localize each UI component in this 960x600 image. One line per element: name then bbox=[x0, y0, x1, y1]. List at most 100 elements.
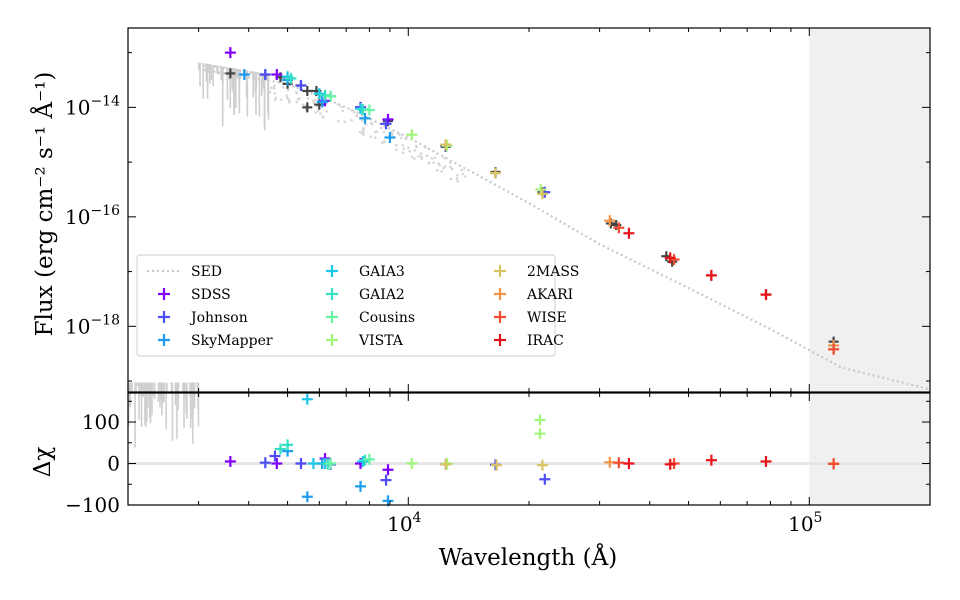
residual-point-vista bbox=[534, 428, 546, 440]
sed-feature bbox=[417, 155, 420, 158]
residual-point-gaia3 bbox=[301, 393, 313, 405]
model-flux-point bbox=[302, 85, 313, 96]
residual-point-wise bbox=[613, 457, 625, 469]
legend-label: SDSS bbox=[191, 287, 231, 303]
legend-swatch bbox=[158, 311, 170, 323]
sed-feature bbox=[268, 90, 272, 94]
flux-point-wise bbox=[828, 343, 840, 355]
sed-feature bbox=[443, 165, 447, 168]
top-x-ticks bbox=[127, 28, 931, 392]
sed-feature bbox=[407, 146, 410, 150]
bottom-shaded-region bbox=[809, 393, 930, 505]
sed-feature bbox=[281, 86, 285, 89]
sed-feature bbox=[364, 123, 368, 127]
sed-feature bbox=[316, 109, 320, 112]
flux-point-skymapper bbox=[238, 69, 250, 81]
flux-point-sdss bbox=[224, 47, 236, 59]
flux-point-gaia2 bbox=[285, 72, 297, 84]
flux-point-cousins bbox=[325, 90, 337, 102]
sed-feature bbox=[405, 135, 409, 139]
sed-feature bbox=[314, 98, 317, 102]
residual-point-gaia3 bbox=[307, 458, 319, 470]
sed-feature bbox=[380, 141, 384, 145]
legend-label: Johnson bbox=[189, 310, 248, 326]
legend-label: SED bbox=[191, 264, 222, 280]
y-tick-label: 0 bbox=[107, 452, 120, 476]
residual-point-johnson bbox=[295, 458, 307, 470]
flux-point-sdss bbox=[271, 69, 283, 81]
sed-feature bbox=[435, 152, 439, 156]
sed-feature bbox=[430, 157, 434, 160]
flux-point-wise bbox=[613, 222, 625, 234]
sed-feature bbox=[286, 88, 290, 92]
sed-feature bbox=[398, 133, 401, 136]
residual-point-johnson bbox=[380, 474, 392, 486]
top-shaded-region bbox=[809, 28, 930, 392]
flux-point-vista bbox=[406, 129, 418, 141]
sed-feature bbox=[461, 172, 465, 176]
sed-feature bbox=[273, 84, 276, 88]
model-flux-point bbox=[302, 102, 313, 113]
legend-entry-wise: WISE bbox=[494, 310, 567, 326]
y-tick-label: 10−18 bbox=[65, 312, 120, 338]
legend-swatch bbox=[494, 288, 506, 300]
legend-swatch bbox=[326, 265, 338, 277]
sed-feature bbox=[279, 98, 283, 101]
legend-swatch bbox=[158, 288, 170, 300]
sed-feature bbox=[358, 130, 362, 134]
legend-entry-sdss: SDSS bbox=[158, 287, 231, 303]
sed-feature bbox=[337, 119, 340, 123]
residual-point-cousins bbox=[363, 453, 375, 465]
sed-feature bbox=[413, 149, 417, 152]
sed-feature bbox=[410, 155, 414, 159]
sed-feature bbox=[424, 146, 427, 149]
residual-point-sdss bbox=[224, 455, 236, 467]
legend-entry-gaia2: GAIA2 bbox=[326, 287, 405, 303]
legend-label: IRAC bbox=[527, 333, 564, 349]
top-data-layer bbox=[224, 47, 840, 355]
sed-feature bbox=[314, 111, 318, 114]
sed-feature bbox=[390, 133, 394, 136]
legend-label: AKARI bbox=[526, 287, 573, 303]
legend-entry-vista: VISTA bbox=[326, 333, 404, 349]
sed-feature bbox=[273, 92, 277, 95]
legend-swatch bbox=[326, 288, 338, 300]
sed-feature bbox=[463, 175, 467, 178]
legend: SED SDSS Johnson SkyMapper GAIA3 GAIA2 Cousins… bbox=[136, 254, 579, 357]
sed-feature bbox=[440, 170, 443, 173]
sed-feature bbox=[336, 103, 340, 106]
residual-point-gaia2 bbox=[282, 439, 294, 451]
sed-feature bbox=[432, 161, 435, 164]
sed-feature bbox=[379, 126, 383, 130]
residual-point-irac bbox=[664, 458, 676, 470]
residual-point-johnson bbox=[259, 457, 271, 469]
residual-point-irac bbox=[705, 454, 717, 466]
residual-point-irac bbox=[760, 455, 772, 467]
sed-feature bbox=[273, 98, 277, 102]
sed-feature bbox=[412, 157, 416, 160]
sed-feature bbox=[362, 130, 365, 133]
legend-entry-irac: IRAC bbox=[494, 333, 564, 349]
legend-entry-skymapper: SkyMapper bbox=[158, 333, 273, 349]
legend-label: GAIA2 bbox=[359, 287, 405, 303]
sed-feature bbox=[414, 144, 418, 148]
sed-feature bbox=[362, 133, 365, 136]
sed-feature bbox=[399, 136, 403, 140]
y-tick-label: 10−14 bbox=[65, 93, 120, 119]
sed-feature bbox=[437, 162, 440, 165]
sed-feature bbox=[436, 168, 439, 172]
legend-swatch bbox=[494, 265, 506, 277]
legend-label: WISE bbox=[527, 310, 567, 326]
sed-feature bbox=[433, 156, 437, 159]
sed-feature bbox=[288, 100, 291, 104]
flux-point-akari bbox=[604, 215, 616, 227]
sed-feature bbox=[427, 161, 431, 165]
sed-feature bbox=[312, 101, 316, 104]
residual-point-irac bbox=[623, 458, 635, 470]
legend-label: VISTA bbox=[358, 333, 404, 349]
legend-label: Cousins bbox=[359, 310, 415, 326]
legend-box bbox=[136, 254, 556, 357]
sed-feature bbox=[295, 91, 298, 94]
residual-point-gaia2 bbox=[274, 443, 286, 455]
